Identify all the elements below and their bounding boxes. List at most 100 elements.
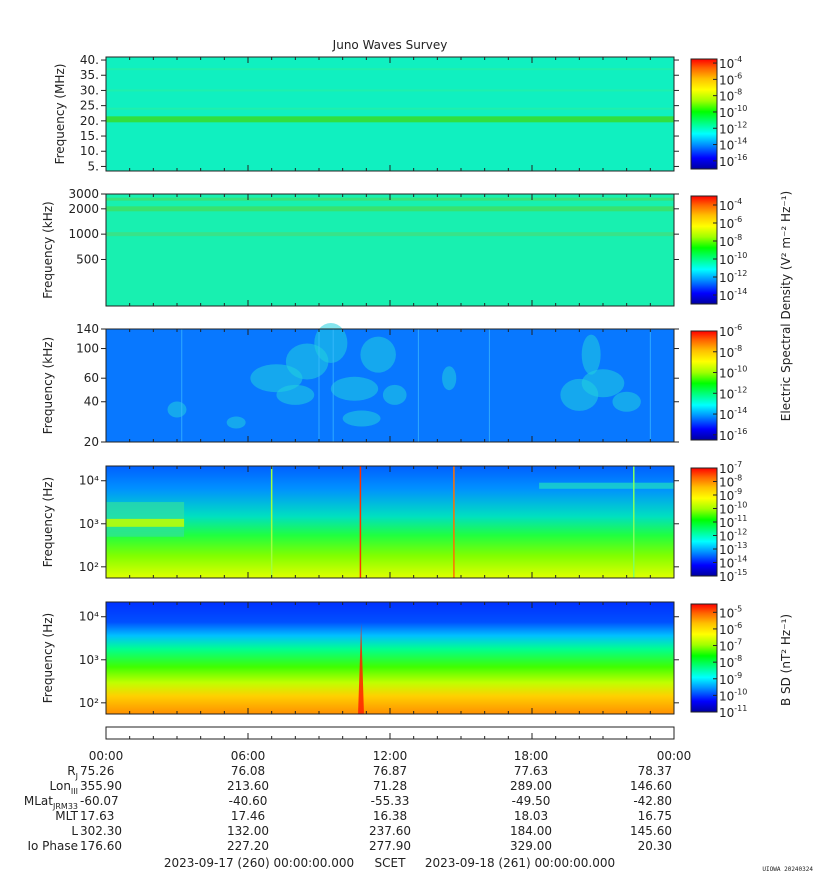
emission-patch [581,334,601,375]
colorbar-label-electric: Electric Spectral Density (V² m⁻² Hz⁻¹) [779,191,793,421]
colorbar-tick-label: 10-8 [719,88,742,104]
emission-band [106,232,674,237]
ephemeris-value: -40.60 [229,794,268,808]
colorbar-tick-label: 10-6 [719,323,742,339]
ephemeris-value: 277.90 [369,839,411,853]
y-tick-label: 10³ [79,517,99,531]
y-tick-label: 25. [80,99,99,113]
colorbar-gradient [691,468,717,576]
y-tick-label: 10² [79,696,99,710]
emission-line [106,68,674,71]
colorbar-frame [690,195,718,305]
y-tick-label: 20 [84,435,99,449]
colorbar-tick-label: 10-5 [719,604,742,620]
colorbar-tick-label: 10-16 [719,427,747,443]
ephemeris-value: 329.00 [510,839,552,853]
emission-patch [226,416,246,429]
emission-patch [276,384,315,405]
colorbar-frame [690,330,718,441]
ephemeris-value: 302.30 [80,824,122,838]
y-tick-label: 3000 [68,187,99,201]
ephemeris-value: 237.60 [369,824,411,838]
ephemeris-value: -55.33 [371,794,410,808]
ephemeris-time: 18:00 [514,749,549,763]
colorbar-gradient [691,196,717,304]
colorbar-tick-label: 10-10 [719,251,747,267]
footer-start-time: 2023-09-17 (260) 00:00:00.000 [164,856,354,870]
ephemeris-value: 18.03 [514,809,548,823]
colorbar-frame [690,58,718,170]
footer-scet: SCET [375,856,407,870]
time-axis [105,726,675,740]
y-axis-label: Frequency (kHz) [41,201,55,298]
emission-patch [330,376,379,401]
emission-patch [314,323,348,364]
emission-region [539,482,674,489]
y-tick-label: 100 [76,342,99,356]
colorbar-tick-label: 10-12 [719,269,747,285]
colorbar-tick-label: 10-7 [719,638,742,654]
y-tick-label: 20. [80,114,99,128]
ephemeris-value: 355.90 [80,779,122,793]
ephemeris-time: 00:00 [657,749,692,763]
spectrogram-panel-5: 10² 10³ 10⁴ Frequency (Hz) [41,601,679,715]
colorbar-gradient [691,331,717,440]
emission-band [106,116,674,123]
ephemeris-value: 146.60 [630,779,672,793]
colorbar-tick-label: 10-6 [719,621,742,637]
colorbar-tick-label: 10-10 [719,687,747,703]
colorbar-frame [690,603,718,713]
ephemeris-value: 16.38 [373,809,407,823]
ephemeris-value: 132.00 [227,824,269,838]
ephemeris-value: 145.60 [630,824,672,838]
y-axis-label: Frequency (kHz) [41,337,55,434]
colorbar-tick-label: 10-12 [719,120,747,136]
colorbar-gradient [691,604,717,712]
y-tick-label: 500 [76,252,99,266]
footer-end-time: 2023-09-18 (261) 00:00:00.000 [425,856,615,870]
colorbar-tick-label: 10-10 [719,365,747,381]
chart-title: Juno Waves Survey [332,38,448,52]
spectrogram-background [106,57,674,171]
ephemeris-value: 184.00 [510,824,552,838]
colorbar-tick-label: 10-11 [719,704,747,720]
spectrogram-panel-1: 5.10.15.20.25. 30.35.40. Frequency (MHz) [53,53,679,173]
spectrogram-background [106,602,674,714]
y-tick-label: 10. [80,144,99,158]
spectrogram-panel-4: 10² 10³ 10⁴ Frequency (Hz) [41,465,679,579]
emission-patch [581,369,625,398]
y-tick-label: 60 [84,371,99,385]
ephemeris-value: 213.60 [227,779,269,793]
emission-region [106,518,185,527]
colorbar-tick-label: 10-16 [719,153,747,169]
colorbar-gradient [691,59,717,169]
spectrogram-background [106,194,674,306]
emission-patch [442,366,457,391]
ephemeris-table: 00:00 06:00 12:00 18:00 00:00 RJ 75.26 76.08 76.… [24,749,691,853]
ephemeris-value: 76.08 [231,764,265,778]
colorbar-tick-label: 10-14 [719,137,747,153]
y-tick-label: 10⁴ [79,474,99,488]
y-tick-label: 2000 [68,202,99,216]
colorbar-tick-label: 10-4 [719,197,742,213]
ephemeris-value: -49.50 [512,794,551,808]
emission-patch [342,410,381,427]
ephemeris-row-label: LonIII [50,779,79,796]
emission-spike [358,623,364,714]
ephemeris-value: 75.26 [80,764,114,778]
colorbar-label-magnetic: B SD (nT² Hz⁻¹) [779,614,793,706]
colorbar-tick-label: 10-10 [719,104,747,120]
y-tick-label: 10⁴ [79,610,99,624]
colorbar-tick-label: 10-12 [719,385,747,401]
y-axis-label: Frequency (Hz) [41,477,55,568]
colorbar-tick-label: 10-8 [719,233,742,249]
y-tick-label: 5. [88,159,99,173]
ephemeris-value: 227.20 [227,839,269,853]
colorbar-tick-label: 10-6 [719,215,742,231]
colorbar-3: 10-16 10-14 10-12 10-10 10-8 10-6 [690,323,747,443]
ephemeris-row-label: MLT [55,809,78,823]
y-tick-label: 1000 [68,227,99,241]
